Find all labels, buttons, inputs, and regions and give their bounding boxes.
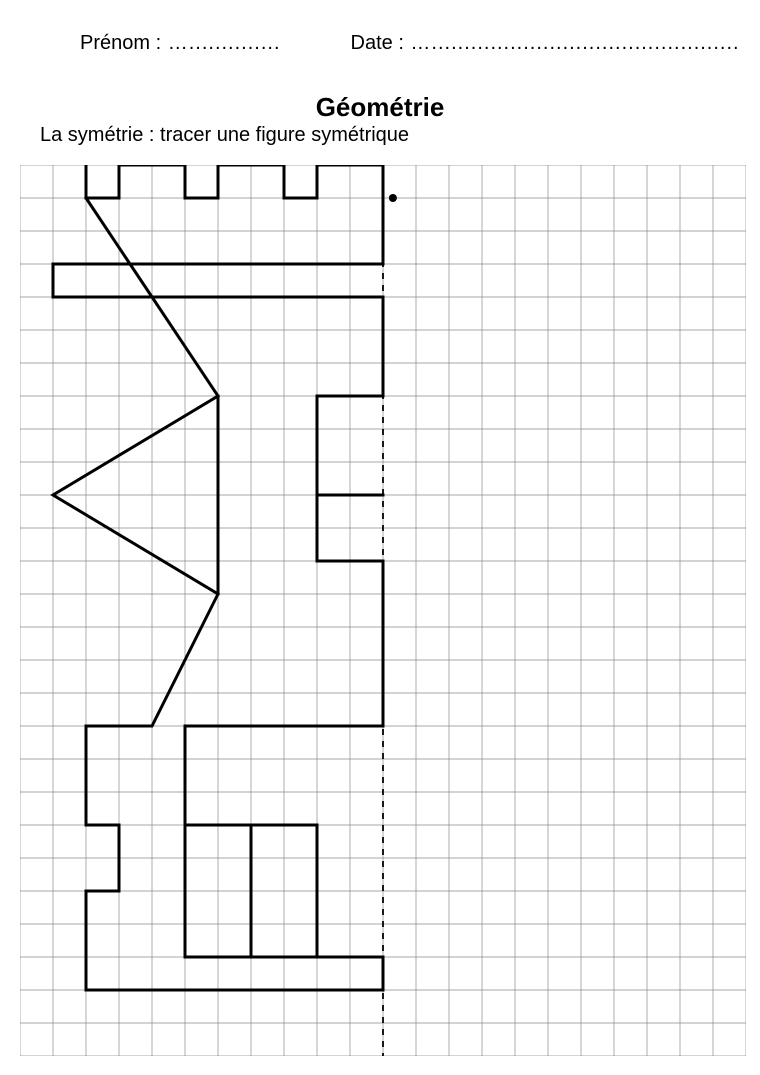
page-subtitle: La symétrie : tracer une figure symétriq…	[40, 124, 409, 147]
page-title: Géométrie	[0, 92, 760, 123]
grid-container	[20, 165, 746, 1061]
prenom-block: Prénom : …..............	[80, 32, 281, 55]
grid-svg	[20, 165, 746, 1056]
header-row: Prénom : ….............. Date : ….......…	[0, 32, 760, 55]
date-dots: ….......................................…	[404, 32, 740, 54]
prenom-dots: …..............	[161, 32, 280, 54]
date-block: Date : …................................…	[351, 32, 740, 55]
date-label: Date :	[351, 32, 404, 54]
prenom-label: Prénom :	[80, 32, 161, 54]
